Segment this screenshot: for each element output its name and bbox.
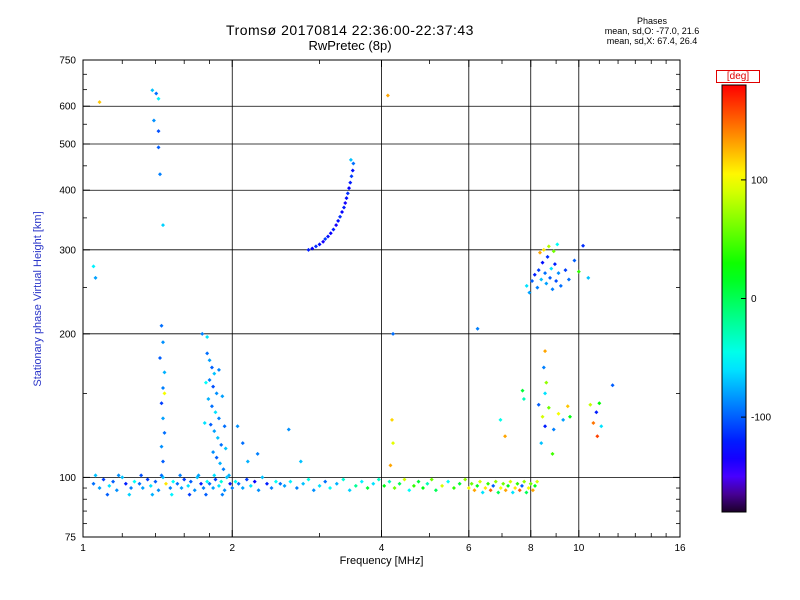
colorbar: 100 0 -100 bbox=[721, 84, 771, 513]
svg-text:300: 300 bbox=[59, 245, 76, 256]
svg-text:400: 400 bbox=[59, 186, 76, 197]
svg-text:-100: -100 bbox=[751, 413, 771, 424]
svg-text:200: 200 bbox=[59, 329, 76, 340]
svg-text:600: 600 bbox=[59, 102, 76, 113]
svg-text:16: 16 bbox=[674, 543, 686, 554]
chart-title: Tromsø 20170814 22:36:00-22:37:43 bbox=[226, 22, 474, 38]
colorbar-unit-label: [deg] bbox=[716, 70, 760, 83]
x-axis-label: Frequency [MHz] bbox=[339, 555, 424, 567]
svg-text:1: 1 bbox=[80, 543, 86, 554]
minor-ticks bbox=[83, 60, 680, 537]
plot-frame bbox=[82, 59, 681, 538]
gridlines bbox=[83, 60, 680, 537]
x-tick-labels: 1 2 4 6 8 10 16 bbox=[80, 543, 686, 554]
svg-text:100: 100 bbox=[751, 175, 768, 186]
svg-text:8: 8 bbox=[528, 543, 534, 554]
svg-text:75: 75 bbox=[65, 533, 77, 544]
scatter-points bbox=[91, 88, 615, 497]
phase-stats-header: Phases bbox=[636, 16, 668, 26]
svg-text:6: 6 bbox=[466, 543, 472, 554]
phase-stats-o-line: mean, sd,O: -77.0, 21.6 bbox=[604, 26, 700, 36]
svg-text:2: 2 bbox=[229, 543, 235, 554]
svg-text:0: 0 bbox=[751, 294, 757, 305]
colorbar-tick-labels: 100 0 -100 bbox=[741, 175, 771, 424]
svg-text:10: 10 bbox=[573, 543, 585, 554]
svg-text:500: 500 bbox=[59, 139, 76, 150]
svg-text:100: 100 bbox=[59, 473, 76, 484]
svg-text:4: 4 bbox=[379, 543, 385, 554]
y-tick-labels: 75 100 200 300 400 500 600 750 bbox=[59, 56, 76, 544]
phase-stats-block: Phases mean, sd,O: -77.0, 21.6 mean, sd,… bbox=[586, 16, 718, 46]
chart-subtitle: RwPretec (8p) bbox=[308, 38, 392, 53]
phase-stats-x-line: mean, sd,X: 67.4, 26.4 bbox=[606, 36, 698, 46]
y-axis-label: Stationary phase Virtual Height [km] bbox=[32, 211, 44, 387]
svg-text:750: 750 bbox=[59, 56, 76, 67]
